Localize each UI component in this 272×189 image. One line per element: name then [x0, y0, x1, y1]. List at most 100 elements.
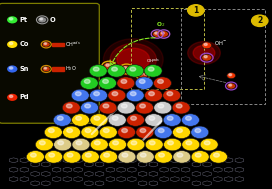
- Circle shape: [200, 138, 218, 151]
- Circle shape: [144, 89, 162, 102]
- Circle shape: [168, 141, 174, 145]
- Circle shape: [139, 79, 145, 83]
- Circle shape: [48, 129, 54, 132]
- Circle shape: [94, 116, 100, 120]
- Circle shape: [209, 151, 227, 163]
- Circle shape: [106, 64, 109, 66]
- Circle shape: [154, 151, 172, 163]
- Circle shape: [149, 116, 155, 120]
- Circle shape: [67, 129, 73, 132]
- Circle shape: [94, 92, 100, 96]
- Circle shape: [130, 67, 136, 71]
- Circle shape: [57, 116, 63, 120]
- Circle shape: [44, 126, 62, 139]
- Circle shape: [159, 153, 165, 157]
- Circle shape: [81, 101, 98, 114]
- Circle shape: [167, 116, 173, 120]
- Circle shape: [99, 126, 117, 139]
- Circle shape: [229, 84, 232, 86]
- Circle shape: [35, 138, 53, 151]
- Circle shape: [126, 65, 144, 77]
- Circle shape: [42, 42, 50, 47]
- Circle shape: [140, 72, 143, 75]
- Circle shape: [99, 101, 117, 114]
- Circle shape: [144, 65, 162, 77]
- Circle shape: [188, 5, 204, 16]
- Circle shape: [85, 153, 91, 157]
- Circle shape: [85, 129, 91, 132]
- Circle shape: [186, 141, 192, 145]
- Circle shape: [53, 114, 71, 126]
- Circle shape: [173, 151, 191, 163]
- Text: Pt: Pt: [20, 17, 27, 23]
- Circle shape: [76, 141, 82, 145]
- Circle shape: [127, 138, 145, 151]
- Circle shape: [161, 32, 164, 34]
- Circle shape: [108, 89, 126, 102]
- Circle shape: [123, 67, 127, 69]
- Circle shape: [130, 92, 136, 96]
- Circle shape: [103, 39, 163, 80]
- Text: H$_2$O: H$_2$O: [65, 64, 76, 74]
- Circle shape: [93, 67, 99, 71]
- Circle shape: [44, 67, 47, 69]
- Text: OH$^{ads}$: OH$^{ads}$: [143, 71, 157, 80]
- Circle shape: [188, 42, 220, 64]
- Circle shape: [252, 15, 268, 26]
- Circle shape: [227, 73, 236, 79]
- Circle shape: [7, 65, 17, 73]
- Circle shape: [76, 116, 82, 120]
- Circle shape: [117, 48, 150, 71]
- Circle shape: [63, 126, 81, 139]
- Circle shape: [113, 141, 119, 145]
- Circle shape: [182, 138, 200, 151]
- Circle shape: [229, 74, 232, 76]
- Circle shape: [136, 151, 154, 163]
- Circle shape: [54, 138, 72, 151]
- Circle shape: [193, 45, 215, 60]
- Circle shape: [122, 129, 128, 132]
- Circle shape: [45, 151, 63, 163]
- Circle shape: [30, 153, 36, 157]
- Circle shape: [155, 32, 158, 34]
- Circle shape: [137, 71, 148, 78]
- Circle shape: [126, 114, 144, 126]
- Circle shape: [121, 104, 127, 108]
- Circle shape: [112, 67, 118, 71]
- Text: Co: Co: [20, 41, 29, 47]
- Circle shape: [214, 153, 219, 157]
- Circle shape: [163, 114, 181, 126]
- Circle shape: [7, 41, 17, 48]
- Circle shape: [10, 67, 13, 69]
- Circle shape: [103, 104, 109, 108]
- Circle shape: [80, 77, 98, 89]
- Circle shape: [135, 101, 153, 114]
- Circle shape: [103, 79, 109, 83]
- Circle shape: [104, 153, 110, 157]
- Circle shape: [38, 17, 47, 23]
- Circle shape: [26, 151, 44, 163]
- Circle shape: [135, 77, 153, 89]
- Circle shape: [75, 92, 81, 96]
- Circle shape: [90, 114, 108, 126]
- Circle shape: [149, 141, 155, 145]
- Circle shape: [195, 153, 201, 157]
- Circle shape: [204, 141, 210, 145]
- Circle shape: [140, 129, 146, 132]
- Circle shape: [10, 95, 13, 98]
- Text: OH$^{ads}$: OH$^{ads}$: [146, 57, 160, 66]
- Circle shape: [117, 101, 135, 114]
- Circle shape: [118, 151, 136, 163]
- Circle shape: [204, 56, 207, 58]
- Circle shape: [72, 114, 89, 126]
- Circle shape: [227, 83, 236, 89]
- Circle shape: [186, 116, 191, 120]
- Circle shape: [121, 65, 132, 73]
- Circle shape: [85, 104, 91, 108]
- Circle shape: [89, 65, 107, 77]
- Circle shape: [81, 126, 99, 139]
- Circle shape: [172, 101, 190, 114]
- Circle shape: [176, 104, 182, 108]
- Circle shape: [126, 89, 144, 102]
- Circle shape: [100, 151, 118, 163]
